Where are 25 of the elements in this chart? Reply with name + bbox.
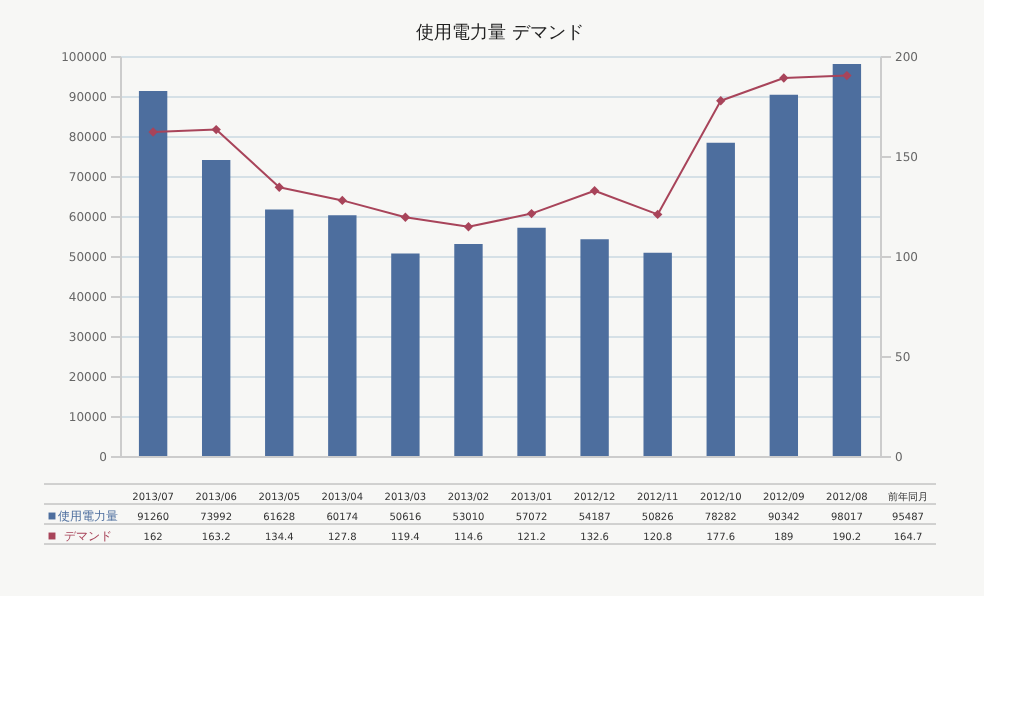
bar bbox=[391, 253, 420, 456]
bar bbox=[580, 239, 609, 456]
bar bbox=[643, 252, 672, 456]
bar bbox=[138, 90, 168, 456]
point bbox=[148, 127, 158, 137]
bar bbox=[454, 243, 483, 456]
bar bbox=[832, 63, 862, 456]
point bbox=[400, 212, 411, 222]
point bbox=[652, 209, 663, 220]
point bbox=[463, 222, 474, 232]
point bbox=[589, 186, 600, 196]
chart-title: 使用電力量 デマンド bbox=[416, 22, 584, 44]
bar bbox=[517, 227, 546, 456]
point bbox=[274, 182, 284, 192]
point bbox=[526, 208, 537, 219]
bar bbox=[769, 94, 799, 456]
bar bbox=[265, 209, 294, 456]
bar bbox=[706, 142, 735, 456]
point bbox=[211, 124, 221, 135]
bar bbox=[201, 160, 231, 456]
point bbox=[716, 96, 726, 106]
bar bbox=[328, 215, 357, 456]
point bbox=[337, 195, 348, 206]
point bbox=[779, 73, 789, 83]
point bbox=[842, 70, 852, 81]
